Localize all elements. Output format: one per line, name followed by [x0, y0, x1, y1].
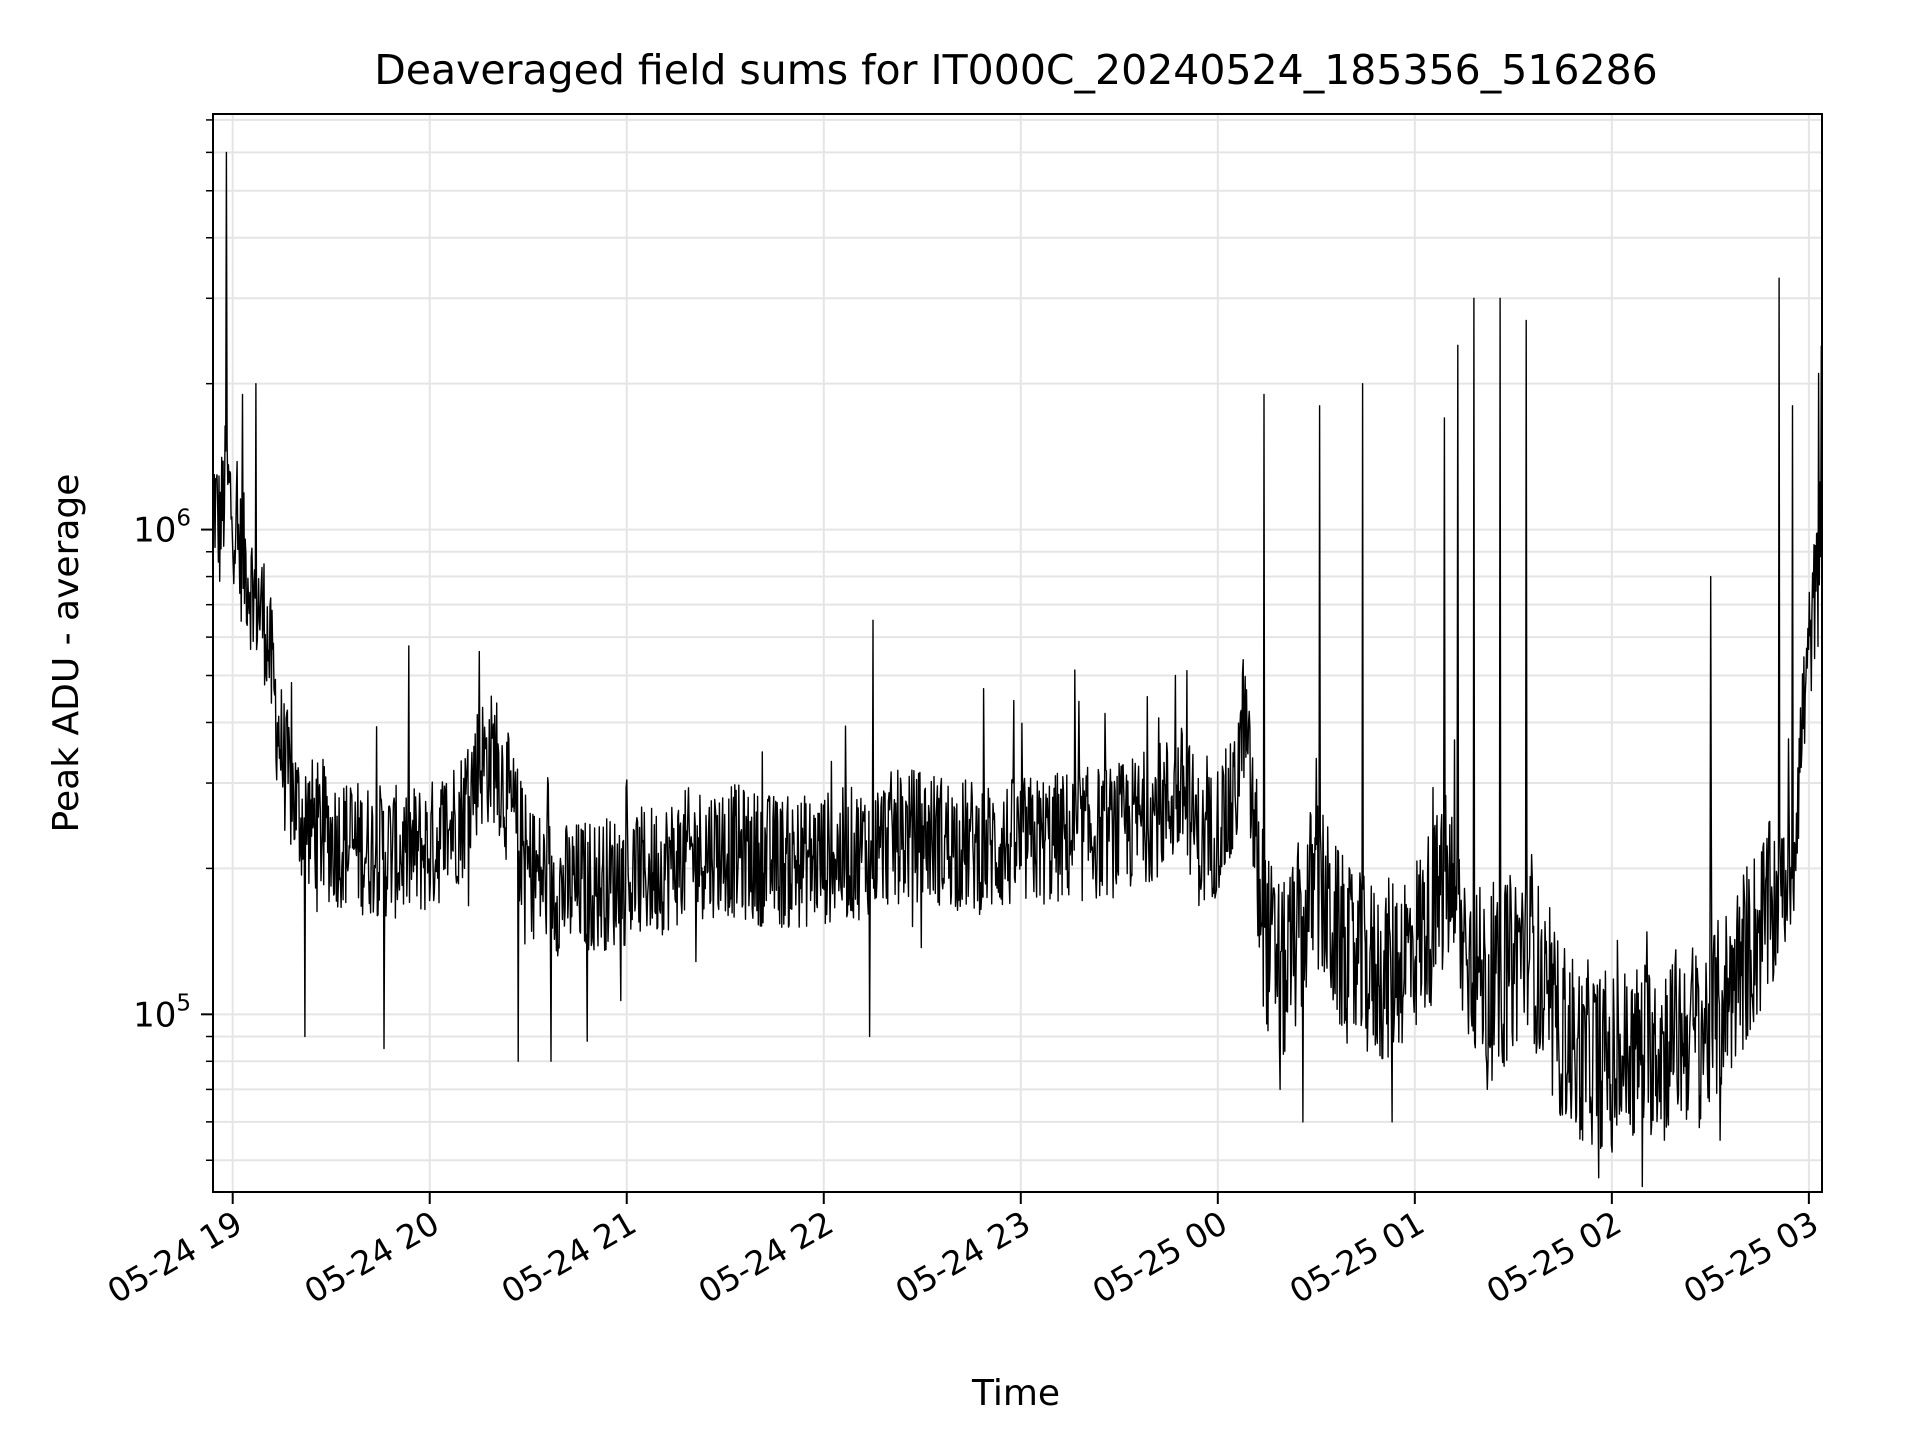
- y-axis-label: Peak ADU - average: [46, 474, 87, 833]
- y-tick-label: 106: [133, 506, 191, 551]
- y-tick-label: 105: [133, 990, 191, 1035]
- plot-frame: [212, 113, 1823, 1193]
- series-layer: [212, 151, 1823, 1188]
- x-axis-label: Time: [971, 1373, 1060, 1414]
- chart-title: Deaveraged field sums for IT000C_2024052…: [374, 46, 1658, 94]
- series-line: [212, 151, 1823, 1188]
- grid: [213, 114, 1822, 1192]
